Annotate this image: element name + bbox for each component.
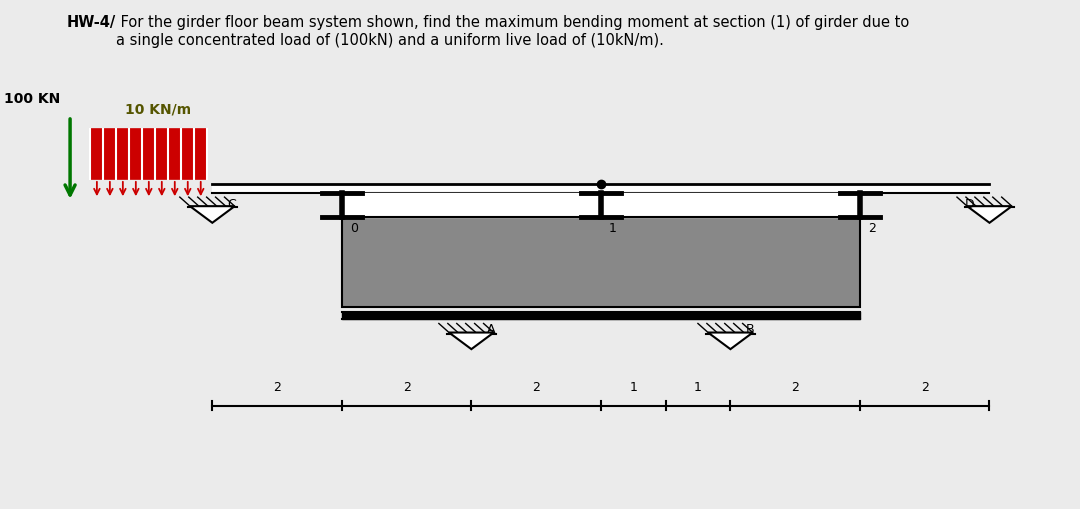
Text: 2: 2 [403, 381, 410, 394]
Text: 100 KN: 100 KN [3, 92, 59, 106]
Text: 1: 1 [694, 381, 702, 394]
Text: 2: 2 [792, 381, 799, 394]
Text: A: A [487, 323, 495, 336]
Text: For the girder floor beam system shown, find the maximum bending moment at secti: For the girder floor beam system shown, … [116, 15, 909, 48]
Text: D: D [964, 197, 974, 211]
Text: 2: 2 [921, 381, 929, 394]
Polygon shape [967, 206, 1012, 223]
Text: 2: 2 [532, 381, 540, 394]
Polygon shape [190, 206, 234, 223]
Polygon shape [708, 332, 753, 349]
Bar [342, 217, 860, 307]
Text: 10 KN/m: 10 KN/m [125, 102, 191, 116]
Text: 2: 2 [868, 222, 876, 235]
Text: 1: 1 [609, 222, 617, 235]
Text: 2: 2 [273, 381, 281, 394]
Text: B: B [745, 323, 754, 336]
Text: 0: 0 [350, 222, 357, 235]
Polygon shape [449, 332, 494, 349]
Text: 1: 1 [630, 381, 637, 394]
Text: C: C [228, 197, 237, 211]
Bar [91, 129, 207, 179]
Text: HW-4/: HW-4/ [67, 15, 117, 31]
